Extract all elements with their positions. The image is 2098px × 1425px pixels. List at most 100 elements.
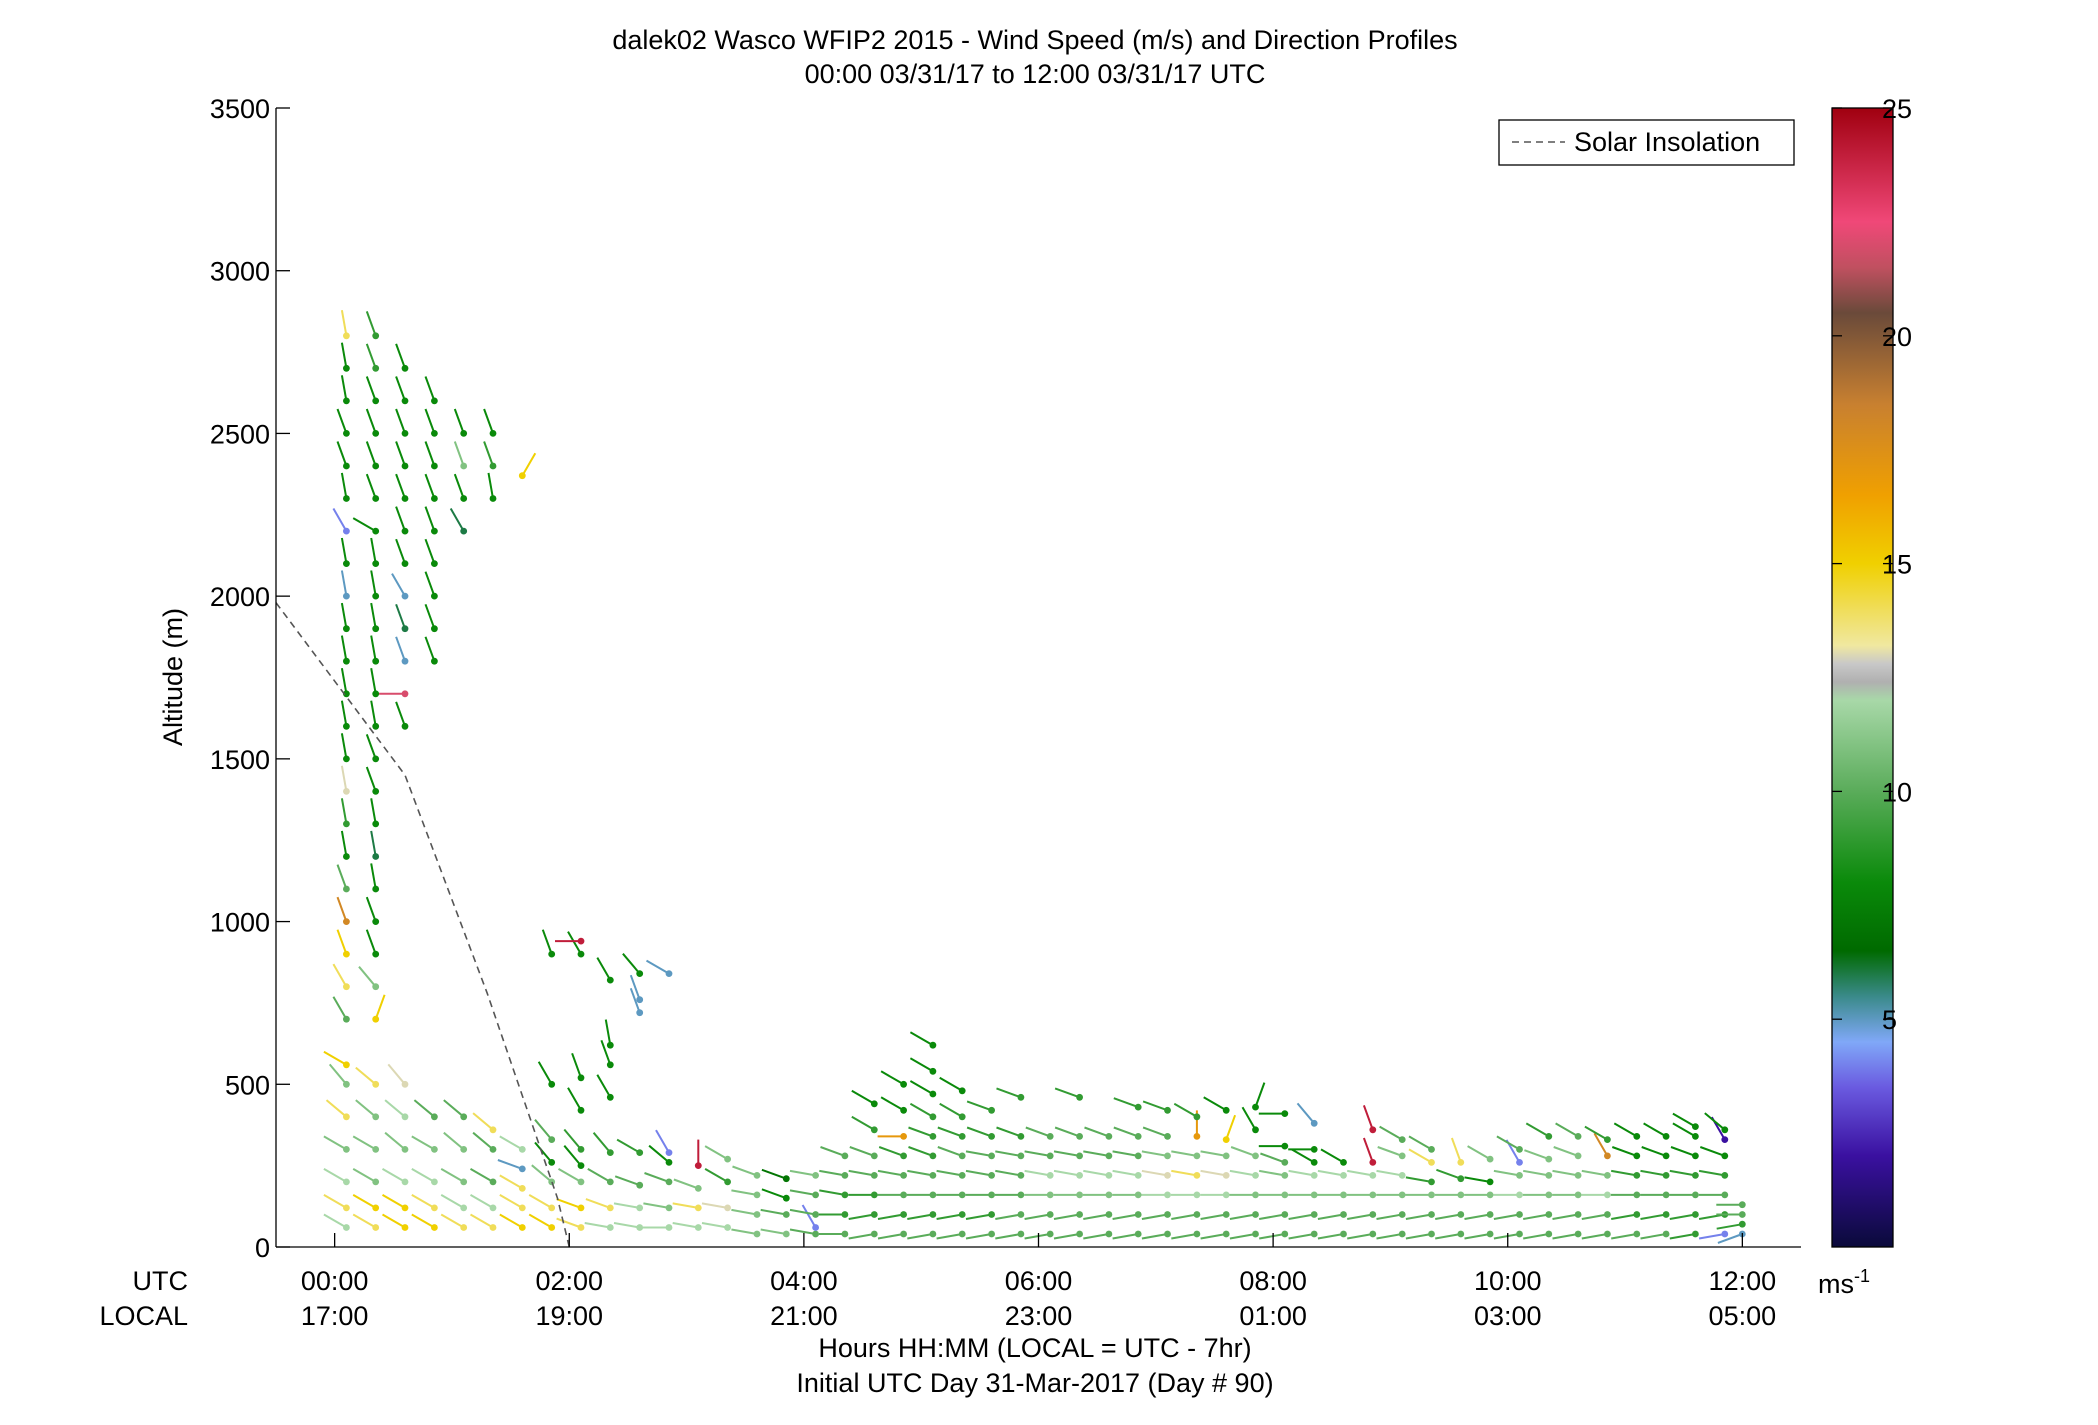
wind-barb-staff: [370, 798, 377, 825]
wind-barb-dot: [548, 1080, 556, 1088]
wind-barb-dot: [782, 1175, 790, 1183]
wind-barb-staff: [395, 408, 406, 434]
wind-barb-staff: [352, 1213, 377, 1229]
plot-area: [276, 108, 1801, 1247]
wind-barb-staff: [848, 1233, 875, 1240]
wind-barb-dot: [343, 722, 350, 730]
wind-barb-dot: [401, 1178, 409, 1186]
wind-barb-staff: [585, 1198, 611, 1209]
wind-barb-dot: [1369, 1159, 1377, 1166]
wind-barb-dot: [431, 657, 438, 665]
colorbar-ticks: 5 10 15 20 25: [1832, 94, 1912, 1035]
wind-barb-staff: [1112, 1233, 1139, 1240]
wind-barb-dot: [1017, 1211, 1025, 1218]
wind-barb-staff: [937, 1146, 963, 1157]
wind-barb-staff: [592, 1132, 612, 1154]
wind-barb-staff: [370, 635, 377, 662]
wind-barb-staff: [340, 668, 348, 694]
wind-barb-staff: [848, 1169, 875, 1177]
wind-barb-staff: [395, 636, 406, 662]
wind-barb-dot: [1076, 1211, 1083, 1218]
wind-barb-dot: [548, 1178, 556, 1186]
wind-barb-staff: [571, 1052, 582, 1079]
wind-barb-staff: [1698, 1233, 1725, 1240]
wind-barb-dot: [1574, 1152, 1582, 1160]
wind-barb-staff: [370, 668, 377, 694]
wind-barb-staff: [909, 1102, 934, 1118]
wind-barb-staff: [384, 1131, 406, 1151]
wind-barb-staff: [424, 376, 436, 402]
wind-barb-dot: [1046, 1172, 1054, 1179]
wind-barb-staff: [1291, 1148, 1315, 1164]
wind-barb-staff: [1704, 1112, 1726, 1131]
wind-barb-staff: [995, 1169, 1022, 1177]
wind-barb-staff: [1435, 1233, 1461, 1240]
wind-barb-dot: [343, 1080, 350, 1088]
wind-barb-dot: [372, 625, 380, 633]
wind-barb-dot: [841, 1152, 849, 1160]
wind-barb-dot: [1164, 1152, 1171, 1160]
wind-barb-staff: [1362, 1137, 1374, 1163]
wind-barb-dot: [841, 1211, 849, 1218]
wind-barb-dot: [1633, 1172, 1641, 1179]
wind-barb-dot: [1486, 1211, 1494, 1218]
wind-barb-staff: [328, 1063, 348, 1085]
wind-barb-dot: [1046, 1230, 1054, 1238]
wind-barb-staff: [1053, 1233, 1080, 1240]
wind-barb-dot: [1340, 1211, 1347, 1218]
wind-barb-dot: [1398, 1152, 1406, 1160]
wind-barb-staff: [1141, 1169, 1168, 1177]
wind-barb-dot: [929, 1067, 937, 1075]
wind-barb-dot: [343, 1146, 350, 1153]
wind-barb-dot: [431, 1113, 438, 1121]
wind-barb-dot: [1721, 1172, 1729, 1179]
wind-barb-dot: [401, 722, 409, 730]
wind-barb-dot: [577, 1106, 585, 1114]
wind-barbs: [323, 310, 1746, 1244]
wind-barb-staff: [370, 602, 377, 629]
wind-barb-staff: [340, 798, 348, 825]
wind-barb-dot: [1692, 1152, 1699, 1160]
y-tick-label: 2000: [210, 582, 270, 612]
wind-barb-dot: [1738, 1211, 1746, 1218]
wind-barb-staff: [340, 570, 348, 597]
wind-barb-dot: [460, 527, 468, 535]
wind-barb-dot: [460, 1204, 468, 1212]
wind-barb-dot: [1428, 1230, 1435, 1238]
wind-barb-staff: [374, 994, 386, 1020]
wind-barb-dot: [1252, 1152, 1259, 1160]
wind-barb-staff: [1112, 1213, 1139, 1220]
colorbar-unit-exponent: -1: [1854, 1266, 1870, 1286]
wind-barb-staff: [1112, 1169, 1139, 1177]
wind-barb-dot: [1516, 1211, 1523, 1218]
wind-barb-staff: [1347, 1169, 1373, 1177]
wind-barb-staff: [613, 1222, 640, 1229]
wind-barb-dot: [548, 1204, 556, 1212]
wind-barb-dot: [1428, 1191, 1435, 1199]
y-tick-label: 500: [225, 1070, 270, 1100]
wind-barb-dot: [1738, 1220, 1746, 1228]
wind-barb-staff: [1464, 1213, 1491, 1220]
wind-barb-dot: [1076, 1191, 1083, 1199]
wind-barb-staff: [907, 1233, 934, 1240]
wind-barb-dot: [401, 690, 409, 698]
wind-barb-staff: [1699, 1146, 1726, 1157]
wind-barb-staff: [1296, 1102, 1315, 1124]
wind-barb-staff: [600, 1039, 612, 1066]
wind-barb-dot: [1340, 1230, 1347, 1238]
wind-barb-dot: [343, 397, 350, 405]
solar-insolation-line: [276, 602, 571, 1247]
wind-barb-staff: [1317, 1213, 1344, 1220]
wind-barb-staff: [365, 766, 377, 792]
wind-barb-dot: [1105, 1211, 1113, 1218]
wind-barb-dot: [665, 1178, 673, 1186]
wind-barb-staff: [1229, 1169, 1256, 1177]
wind-barb-dot: [372, 820, 380, 828]
wind-barb-dot: [460, 430, 468, 437]
wind-barb-staff: [424, 441, 436, 467]
wind-barb-dot: [1193, 1113, 1201, 1121]
wind-barb-dot: [1340, 1191, 1347, 1199]
wind-barb-staff: [370, 700, 377, 727]
wind-barb-dot: [812, 1191, 819, 1199]
wind-barb-staff: [613, 1202, 640, 1209]
